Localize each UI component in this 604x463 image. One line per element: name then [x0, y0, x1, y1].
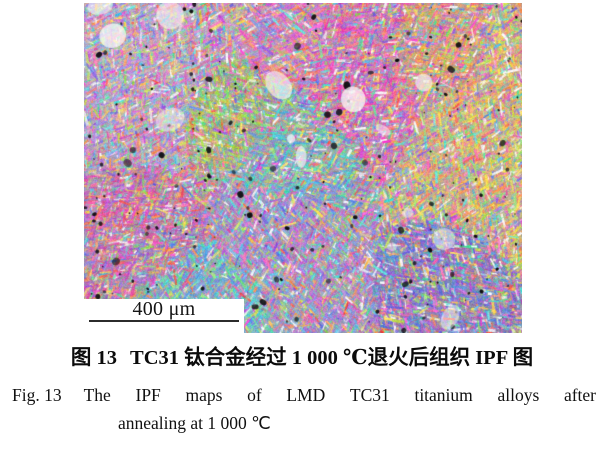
caption-chinese-prefix: 图 13: [70, 347, 118, 369]
scale-bar-label: 400 μm: [132, 299, 196, 320]
figure-image-panel: [84, 3, 522, 333]
caption-word: TC31: [349, 385, 390, 405]
caption-chinese: 图 13 TC31 钛合金经过 1 000 ℃退火后组织 IPF 图: [0, 344, 604, 372]
caption-word: after: [563, 385, 596, 405]
scale-bar: 400 μm: [84, 299, 244, 333]
caption-english: Fig. 13 The IPF maps of LMD TC31 titanium alloy…: [0, 382, 604, 436]
caption-english-line-1-text: The IPF maps of LMD TC31 titanium alloys after: [84, 382, 596, 408]
caption-english-line-1: Fig. 13 The IPF maps of LMD TC31 titanium alloy…: [0, 382, 604, 408]
caption-block: 图 13 TC31 钛合金经过 1 000 ℃退火后组织 IPF 图 Fig. 1…: [0, 344, 604, 436]
caption-word: IPF: [135, 385, 161, 405]
caption-word: titanium: [414, 385, 473, 405]
caption-word: The: [83, 385, 111, 405]
caption-english-line-2: annealing at 1 000 ℃: [118, 413, 271, 433]
caption-word: of: [247, 385, 262, 405]
caption-chinese-text: TC31 钛合金经过 1 000 ℃退火后组织 IPF 图: [130, 347, 534, 369]
caption-word: maps: [185, 385, 223, 405]
scale-bar-line: [89, 320, 239, 322]
caption-word: LMD: [286, 385, 326, 405]
caption-english-label: Fig. 13: [12, 385, 62, 405]
caption-word: alloys: [497, 385, 540, 405]
ipf-orientation-map: [84, 3, 522, 333]
